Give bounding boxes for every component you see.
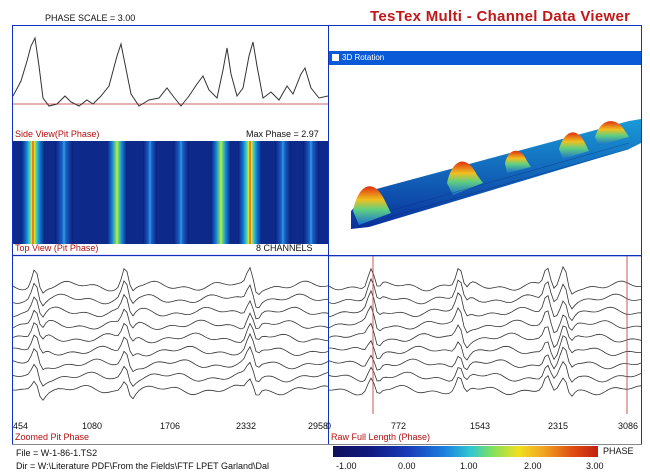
zoomed-pit-phase-plot[interactable] (13, 256, 328, 414)
signal-trace (13, 345, 328, 373)
directory-path: Dir = W:\Literature PDF\From the Fields\… (16, 461, 269, 471)
signal-trace (329, 277, 641, 310)
signal-trace (13, 280, 328, 309)
signal-trace (329, 322, 641, 349)
colorbar-tick: 0.00 (398, 461, 416, 471)
colorbar-tick: 2.00 (524, 461, 542, 471)
footer-divider (12, 444, 642, 445)
raw-tick: 2315 (548, 421, 569, 431)
colorbar-tick: 1.00 (460, 461, 478, 471)
max-phase-readout: Max Phase = 2.97 (246, 129, 319, 139)
zoomed-tick: 1706 (160, 421, 181, 431)
zoomed-tick: 1080 (82, 421, 103, 431)
zoomed-tick: 2958 (308, 421, 329, 431)
zoomed-pit-phase-label: Zoomed Pit Phase (15, 432, 90, 442)
window-icon (332, 54, 339, 61)
file-name: File = W-1-86-1.TS2 (16, 448, 98, 458)
zoomed-tick: 2332 (236, 421, 257, 431)
phase-scale-label: PHASE SCALE = 3.00 (45, 13, 136, 23)
side-view-plot[interactable] (13, 26, 328, 129)
signal-trace (13, 266, 328, 296)
signal-trace (329, 289, 641, 322)
signal-trace (329, 305, 641, 334)
signal-trace (13, 361, 328, 388)
top-view-label: Top View (Pit Phase) (15, 243, 99, 253)
raw-tick: 1543 (470, 421, 491, 431)
zoomed-tick: 454 (13, 421, 29, 431)
channels-count: 8 CHANNELS (256, 243, 313, 253)
raw-tick: 3086 (618, 421, 639, 431)
colorbar-tick: -1.00 (336, 461, 357, 471)
signal-trace (13, 322, 328, 344)
3d-rotation-window[interactable]: 3D Rotation (329, 51, 641, 255)
app-title: TesTex Multi - Channel Data Viewer (370, 8, 631, 25)
top-view-heatmap[interactable] (13, 141, 328, 244)
signal-trace (329, 346, 641, 371)
raw-full-length-label: Raw Full Length (Phase) (331, 432, 431, 442)
signal-trace (13, 332, 328, 357)
3d-surface-plot[interactable] (329, 51, 641, 255)
raw-full-length-plot[interactable] (329, 256, 641, 414)
signal-trace (329, 375, 641, 397)
raw-tick: 772 (391, 421, 407, 431)
signal-trace (13, 293, 328, 320)
phase-colorbar (333, 446, 598, 457)
colorbar-tick: 3.00 (586, 461, 604, 471)
signal-trace (329, 265, 641, 295)
signal-trace (13, 308, 328, 330)
3d-rotation-title: 3D Rotation (342, 53, 385, 62)
colorbar-label: PHASE (603, 446, 634, 456)
raw-tick: 0 (326, 421, 332, 431)
signal-trace (13, 378, 328, 401)
signal-trace (329, 335, 641, 361)
3d-rotation-titlebar[interactable]: 3D Rotation (329, 51, 641, 65)
side-view-label: Side View(Pit Phase) (15, 129, 100, 139)
signal-trace (329, 360, 641, 383)
